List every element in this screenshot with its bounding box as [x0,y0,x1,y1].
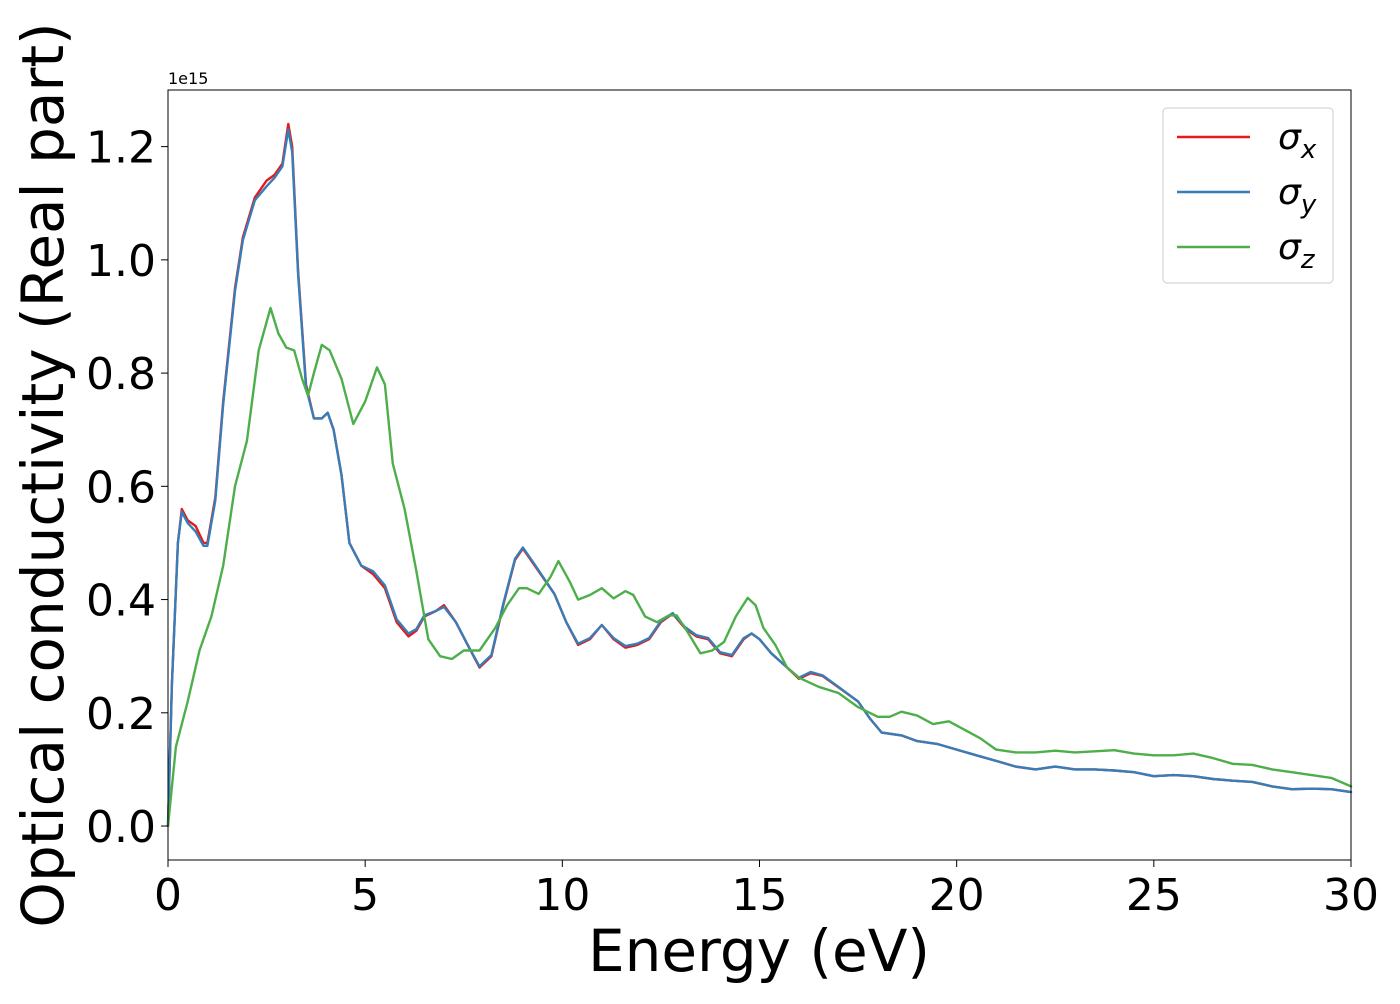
x-axis: 0 5 10 15 20 25 30 [154,860,1379,921]
x-tick-label: 30 [1323,870,1379,921]
y-tick-label: 0.4 [86,576,156,627]
y-tick-label: 0.0 [86,802,156,853]
x-axis-label: Energy (eV) [588,917,930,985]
series-line-y [166,128,1353,828]
y-axis-label: Optical conductivity (Real part) [9,22,77,927]
series-layer [166,122,1353,828]
y-tick-label: 1.2 [86,123,156,174]
legend: σx σy σz [1162,107,1334,284]
legend-label-x: σx [1278,117,1317,165]
y-tick-label: 0.8 [86,349,156,400]
x-tick-label: 20 [929,870,985,921]
y-tick-label: 0.6 [86,462,156,513]
x-tick-label: 15 [732,870,788,921]
y-axis: 0.0 0.2 0.4 0.6 0.8 1.0 1.2 [86,123,168,853]
y-tick-label: 0.2 [86,689,156,740]
series-line-z [166,306,1353,828]
legend-frame [1162,107,1334,284]
y-offset-label: 1e15 [168,69,208,88]
x-tick-label: 25 [1126,870,1182,921]
x-tick-label: 5 [351,870,379,921]
legend-label-z: σz [1278,227,1316,275]
x-tick-label: 0 [154,870,182,921]
x-tick-label: 10 [534,870,590,921]
y-tick-label: 1.0 [86,236,156,287]
legend-label-y: σy [1278,172,1317,220]
